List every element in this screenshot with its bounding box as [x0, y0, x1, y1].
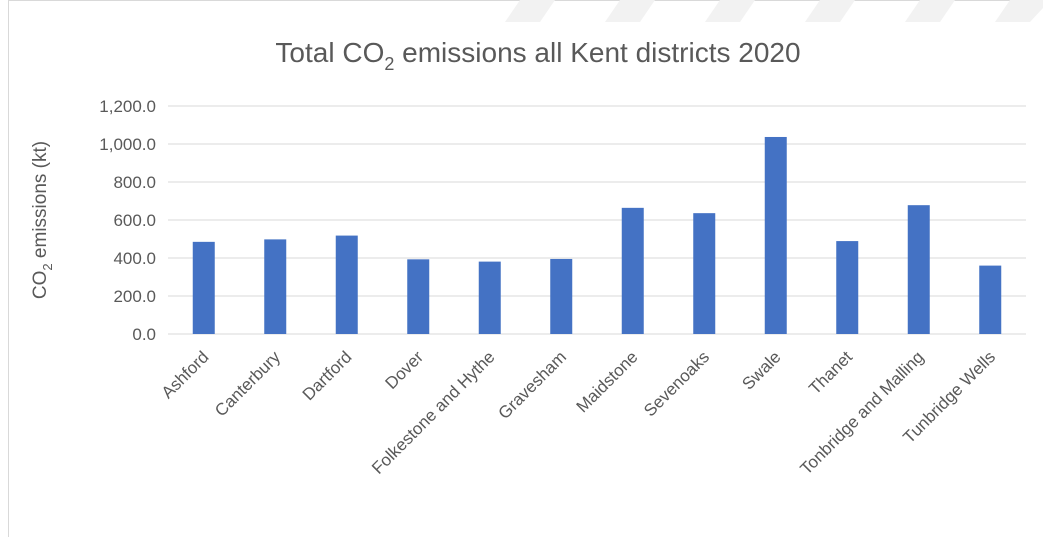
x-category-label: Maidstone — [573, 347, 642, 416]
bar-sevenoaks — [693, 213, 716, 334]
y-tick-label: 1,000.0 — [99, 135, 156, 154]
x-category-label: Sevenoaks — [640, 347, 713, 420]
watermark-stripes-svg — [505, 0, 1043, 22]
bar-folkestone-and-hythe — [478, 261, 501, 334]
x-category-label: Swale — [738, 347, 784, 393]
x-category-label: Tonbridge and Malling — [797, 347, 928, 478]
x-category-label: Dover — [382, 347, 428, 393]
bar-swale — [764, 136, 787, 334]
chart-title: Total CO2 emissions all Kent districts 2… — [275, 37, 800, 74]
x-category-label: Canterbury — [211, 347, 284, 420]
bar-dover — [407, 259, 430, 334]
y-tick-label: 600.0 — [113, 211, 156, 230]
x-category-label: Folkestone and Hythe — [368, 347, 498, 477]
x-category-label: Dartford — [299, 347, 356, 404]
bar-thanet — [836, 241, 859, 334]
bar-gravesham — [550, 258, 573, 334]
bar-maidstone — [621, 207, 644, 334]
bar-tonbridge-and-malling — [907, 205, 930, 334]
gridlines — [168, 105, 1026, 335]
y-axis-label: CO2 emissions (kt) — [30, 141, 55, 299]
y-axis-ticks: 0.0 200.0 400.0 600.0 800.0 1,000.0 1,200.0 — [99, 97, 156, 344]
x-category-label: Thanet — [805, 347, 856, 398]
y-tick-label: 1,200.0 — [99, 97, 156, 116]
y-tick-label: 200.0 — [113, 287, 156, 306]
chart-frame — [8, 0, 1043, 537]
x-category-label: Ashford — [158, 347, 213, 402]
bar-dartford — [335, 235, 358, 334]
x-category-label: Gravesham — [495, 347, 571, 423]
bar-canterbury — [264, 239, 287, 334]
watermark-stripes — [0, 0, 1043, 30]
y-tick-label: 800.0 — [113, 173, 156, 192]
y-tick-label: 0.0 — [132, 325, 156, 344]
y-tick-label: 400.0 — [113, 249, 156, 268]
bar-tunbridge-wells — [979, 265, 1002, 334]
bar-ashford — [192, 241, 215, 334]
bars — [192, 136, 1002, 334]
